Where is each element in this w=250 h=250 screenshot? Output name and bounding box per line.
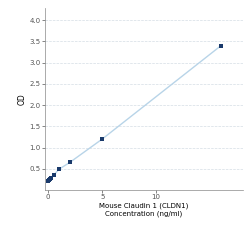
Point xyxy=(52,173,56,177)
Point xyxy=(49,176,53,180)
Point xyxy=(46,179,50,183)
Point xyxy=(57,167,61,171)
Y-axis label: OD: OD xyxy=(18,93,27,104)
Point xyxy=(100,137,104,141)
Point xyxy=(68,160,72,164)
X-axis label: Mouse Claudin 1 (CLDN1)
Concentration (ng/ml): Mouse Claudin 1 (CLDN1) Concentration (n… xyxy=(99,203,188,217)
Point xyxy=(48,177,52,181)
Point xyxy=(219,44,223,48)
Point xyxy=(47,178,51,182)
